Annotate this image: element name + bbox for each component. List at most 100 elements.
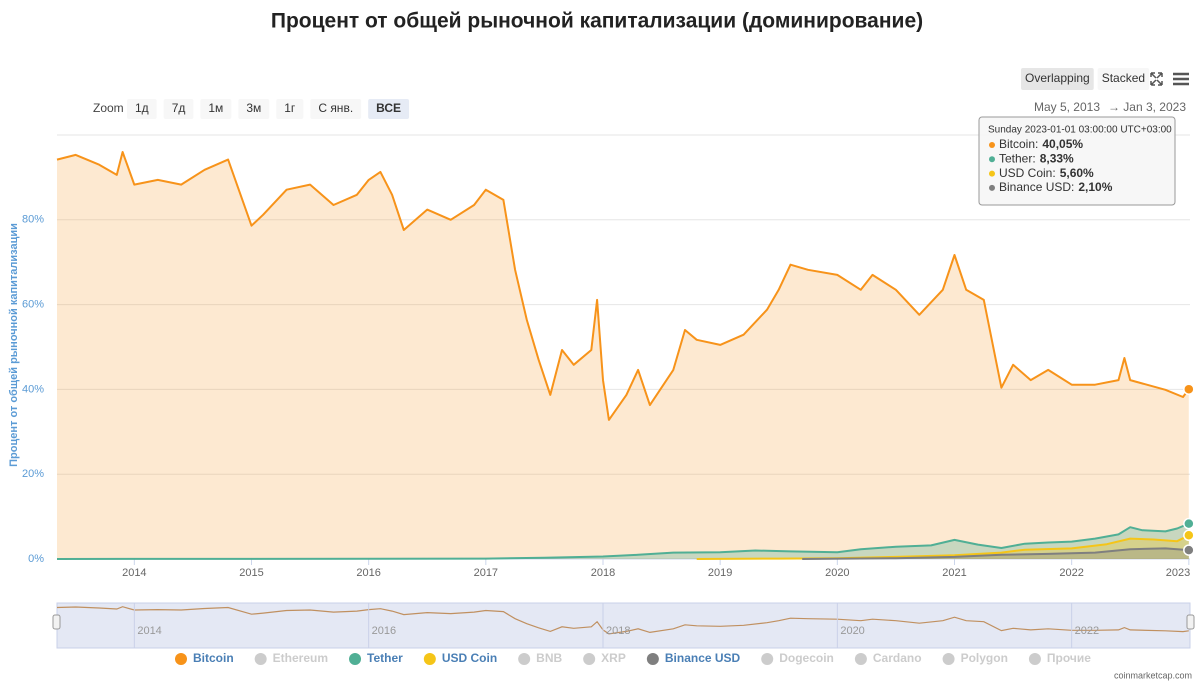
legend-symbol xyxy=(423,653,436,665)
x-tick-label: 2017 xyxy=(474,567,498,579)
legend-label: Binance USD xyxy=(665,651,741,665)
zoom-button-label: ВСЕ xyxy=(376,101,401,115)
legend-label: Bitcoin xyxy=(193,651,234,665)
zoom-button[interactable]: ВСЕ xyxy=(368,99,410,119)
range-arrow: → xyxy=(1108,100,1120,114)
tooltip-value: 8,33% xyxy=(1040,151,1074,165)
mode-button[interactable]: Stacked xyxy=(1097,68,1150,90)
zoom-button-bg xyxy=(200,99,232,119)
legend-symbol xyxy=(854,653,867,665)
legend-item[interactable]: Tether xyxy=(349,651,403,665)
x-tick-label: 2022 xyxy=(1059,567,1083,579)
legend-label: USD Coin xyxy=(442,651,497,665)
legend-item[interactable]: Binance USD xyxy=(646,651,741,665)
x-tick-label: 2015 xyxy=(239,567,263,579)
fullscreen-icon[interactable] xyxy=(1150,72,1163,86)
navigator-label: 2018 xyxy=(606,625,630,637)
legend-label: Ethereum xyxy=(273,651,328,665)
area-fill xyxy=(57,523,1189,559)
y-tick-label: 40% xyxy=(22,383,44,395)
zoom-button-bg xyxy=(163,99,194,119)
zoom-button[interactable]: 7д xyxy=(163,99,194,119)
zoom-button[interactable]: 1д xyxy=(127,99,157,119)
navigator-handle[interactable] xyxy=(52,614,61,630)
tooltip-value: 5,60% xyxy=(1060,166,1094,180)
legend-item[interactable]: Cardano xyxy=(854,651,922,665)
tooltip-name: USD Coin: xyxy=(999,166,1056,180)
navigator-line xyxy=(56,606,1189,635)
legend-item[interactable]: USD Coin xyxy=(423,651,497,665)
x-tick-label: 2019 xyxy=(708,567,732,579)
tooltip-dot xyxy=(989,142,995,148)
x-tick-label: 2014 xyxy=(122,567,146,579)
zoom-button[interactable]: С янв. xyxy=(310,99,362,119)
legend-item[interactable]: XRP xyxy=(583,651,626,665)
tooltip-name: Bitcoin: xyxy=(999,137,1038,151)
legend-item[interactable]: Bitcoin xyxy=(175,651,234,665)
zoom-button-bg xyxy=(238,99,270,119)
y-tick-label: 0% xyxy=(28,553,44,565)
legend-symbol xyxy=(1028,653,1041,665)
tooltip-value: 2,10% xyxy=(1078,180,1112,194)
tooltip-header: Sunday 2023-01-01 03:00:00 UTC+03:00 xyxy=(988,125,1172,136)
legend-symbol xyxy=(254,653,267,665)
tooltip-dot xyxy=(989,156,995,163)
legend-label: XRP xyxy=(601,651,626,665)
y-tick-label: 20% xyxy=(22,468,44,480)
y-axis-label: Процент от общей рыночной капитализации xyxy=(8,223,20,467)
hover-marker xyxy=(1183,383,1195,395)
legend-symbol xyxy=(646,653,659,665)
mode-button-label: Stacked xyxy=(1102,71,1145,85)
tooltip-dot xyxy=(989,170,995,177)
y-tick-label: 80% xyxy=(22,214,44,226)
tooltip: Sunday 2023-01-01 03:00:00 UTC+03:00Bitc… xyxy=(978,116,1176,206)
hover-marker xyxy=(1183,529,1195,542)
legend-item[interactable]: Ethereum xyxy=(254,651,328,665)
tooltip-name: Tether: xyxy=(999,151,1036,165)
tooltip-dot xyxy=(989,184,995,191)
legend-item[interactable]: Dogecoin xyxy=(761,651,834,665)
legend-symbol xyxy=(349,653,362,665)
area-line xyxy=(56,151,1190,421)
x-tick-label: 2020 xyxy=(825,567,849,579)
tooltip-value: 40,05% xyxy=(1042,137,1083,151)
legend-label: Polygon xyxy=(961,651,1008,665)
tooltip-name: Binance USD: xyxy=(999,180,1074,194)
zoom-button-label: С янв. xyxy=(318,101,353,115)
zoom-button[interactable]: 3м xyxy=(238,99,270,119)
hover-marker xyxy=(1183,544,1195,556)
credit: coinmarketcap.com xyxy=(1114,670,1192,680)
legend-label: Прочие xyxy=(1047,651,1091,665)
x-tick-label: 2016 xyxy=(356,567,380,579)
mode-button-label: Overlapping xyxy=(1025,71,1090,85)
zoom-button-bg xyxy=(276,99,304,119)
navigator[interactable] xyxy=(56,602,1191,649)
zoom-label: Zoom xyxy=(93,101,124,115)
legend-label: BNB xyxy=(536,651,562,665)
legend-symbol xyxy=(761,653,774,665)
mode-button[interactable]: Overlapping xyxy=(1021,68,1094,90)
legend-item[interactable]: Polygon xyxy=(942,651,1008,665)
zoom-button-bg xyxy=(368,99,410,119)
area-fill xyxy=(57,152,1189,559)
area-fill xyxy=(802,548,1189,559)
zoom-button-label: 1г xyxy=(284,101,296,115)
x-tick-label: 2018 xyxy=(591,567,615,579)
menu-icon[interactable] xyxy=(1173,72,1189,86)
legend-symbol xyxy=(583,653,596,665)
legend-item[interactable]: Прочие xyxy=(1028,651,1091,665)
zoom-button[interactable]: 1г xyxy=(276,99,304,119)
legend-label: Cardano xyxy=(873,651,922,665)
navigator-label: 2022 xyxy=(1075,625,1099,637)
legend-item[interactable]: BNB xyxy=(518,651,563,665)
tooltip-box xyxy=(978,116,1176,206)
y-tick-label: 60% xyxy=(22,299,44,311)
navigator-label: 2016 xyxy=(372,625,396,637)
zoom-button[interactable]: 1м xyxy=(200,99,232,119)
navigator-handle[interactable] xyxy=(1186,614,1195,630)
chart-title: Процент от общей рыночной капитализации … xyxy=(271,10,923,33)
area-line xyxy=(802,547,1189,560)
legend-label: Tether xyxy=(367,651,403,665)
navigator-label: 2014 xyxy=(137,625,161,637)
